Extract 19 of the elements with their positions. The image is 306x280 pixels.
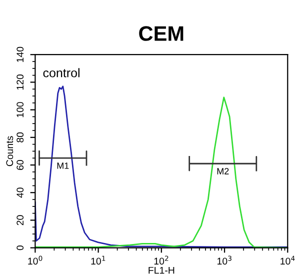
annotation: M2 bbox=[217, 168, 229, 174]
chart-title: CEM bbox=[139, 26, 184, 41]
x-tick-label: 10$^{2}$ bbox=[154, 256, 168, 265]
y-tick-label: 20 bbox=[16, 215, 24, 226]
x-tick-label: 10$^{4}$ bbox=[280, 256, 295, 265]
x-tick-label: 10$^{1}$ bbox=[91, 256, 106, 265]
x-axis-title: FL1-H bbox=[148, 266, 174, 274]
x-tick-label: 10$^{3}$ bbox=[217, 256, 232, 265]
y-tick-label: 60 bbox=[16, 160, 24, 170]
y-tick-label: 80 bbox=[16, 132, 24, 142]
y-tick-label: 0 bbox=[16, 245, 24, 250]
y-tick-label: 40 bbox=[16, 188, 24, 198]
y-tick-label: 100 bbox=[16, 102, 24, 118]
annotation: M1 bbox=[57, 162, 69, 169]
annotation: control bbox=[43, 68, 80, 78]
y-axis-title: Counts bbox=[6, 136, 14, 166]
y-tick-label: 120 bbox=[16, 74, 24, 90]
x-tick-label: 10$^{0}$ bbox=[28, 256, 42, 265]
y-tick-label: 140 bbox=[16, 46, 24, 62]
